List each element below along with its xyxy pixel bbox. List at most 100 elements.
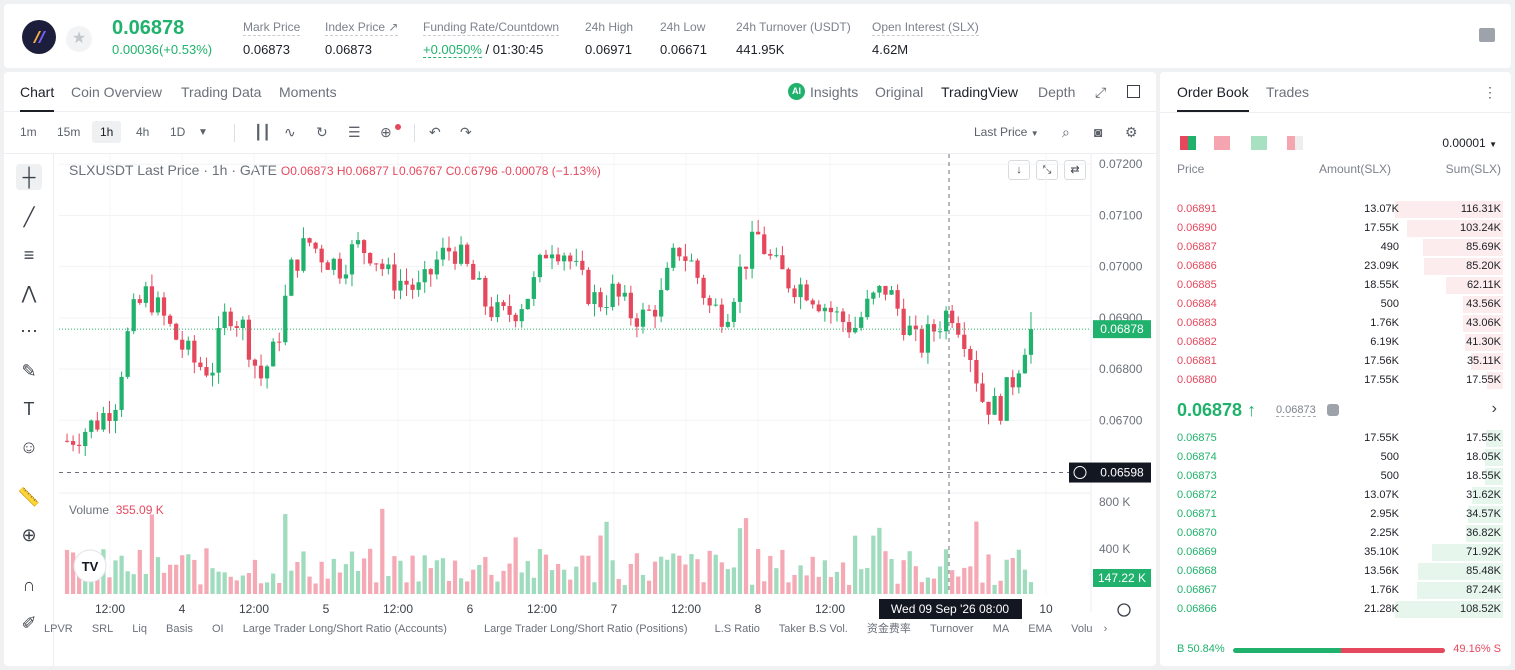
- indicator-taker-bs-vol[interactable]: Taker B.S Vol.: [778, 623, 848, 635]
- volume-bar: [568, 579, 573, 594]
- indicator-ema[interactable]: EMA: [1028, 623, 1053, 635]
- fullscreen-icon[interactable]: [1127, 85, 1140, 98]
- timeframe-15m[interactable]: 15m: [57, 125, 81, 139]
- camera-icon[interactable]: ◙: [1094, 124, 1103, 140]
- fib-lines-tool-icon[interactable]: ≡: [23, 245, 35, 265]
- candle-type-icon[interactable]: ┃┃: [254, 124, 271, 140]
- ruler-tool-icon[interactable]: 📏: [17, 487, 41, 507]
- ask-row[interactable]: 0.06886 23.09K 85.20K: [1160, 257, 1511, 276]
- ask-row[interactable]: 0.06880 17.55K 17.55K: [1160, 371, 1511, 390]
- chart-maximize-button[interactable]: ⇄: [1064, 160, 1086, 180]
- timeframe-4h[interactable]: 4h: [136, 125, 150, 139]
- tab-order-book[interactable]: Order Book: [1177, 84, 1249, 112]
- favorite-star-icon[interactable]: ★: [66, 26, 92, 52]
- view-mode-icon[interactable]: [1287, 136, 1303, 150]
- indicator-ls-ratio[interactable]: L.S Ratio: [714, 623, 760, 635]
- volume-bar: [1010, 558, 1015, 594]
- price-type-select[interactable]: Last Price ▼: [974, 125, 1039, 139]
- crosshair-tool-icon[interactable]: ┼: [16, 164, 42, 190]
- pattern-tool-icon[interactable]: ⋀: [21, 283, 37, 303]
- volume-bar: [943, 549, 949, 594]
- indicator-oi[interactable]: OI: [212, 623, 224, 635]
- candle-body: [404, 280, 409, 285]
- indicator-ltlsr-accounts[interactable]: Large Trader Long/Short Ratio (Accounts): [242, 623, 447, 635]
- undo-icon[interactable]: ↶: [429, 124, 441, 140]
- tab-trading-data[interactable]: Trading Data: [181, 84, 262, 100]
- indicator-ma[interactable]: MA: [992, 623, 1010, 635]
- magnet-tool-icon[interactable]: ∩: [22, 575, 36, 595]
- indicator-volume[interactable]: Volu: [1071, 623, 1093, 635]
- brush-tool-icon[interactable]: ✎: [21, 361, 37, 381]
- candle-body: [489, 306, 494, 318]
- templates-icon[interactable]: ☰: [348, 124, 361, 140]
- bid-row[interactable]: 0.06870 2.25K 36.82K: [1160, 524, 1511, 543]
- bid-row[interactable]: 0.06873 500 18.55K: [1160, 467, 1511, 486]
- timeframe-1m[interactable]: 1m: [20, 125, 37, 139]
- timeframe-1d[interactable]: 1D: [170, 125, 186, 139]
- ask-row[interactable]: 0.06887 490 85.69K: [1160, 238, 1511, 257]
- indicator-scroll-right-icon[interactable]: ›: [1103, 623, 1108, 635]
- bid-row[interactable]: 0.06872 13.07K 31.62K: [1160, 486, 1511, 505]
- bid-row[interactable]: 0.06867 1.76K 87.24K: [1160, 581, 1511, 600]
- bid-row[interactable]: 0.06875 17.55K 17.55K: [1160, 429, 1511, 448]
- timeframe-1h[interactable]: 1h: [92, 121, 122, 143]
- tab-original[interactable]: Original: [875, 84, 924, 100]
- bid-row[interactable]: 0.06874 500 18.05K: [1160, 448, 1511, 467]
- settings-gear-icon[interactable]: ⚙: [1125, 124, 1138, 140]
- notes-icon[interactable]: [1479, 28, 1495, 42]
- timeframe-dropdown-icon[interactable]: ▼: [198, 127, 208, 138]
- ask-row[interactable]: 0.06885 18.55K 62.11K: [1160, 276, 1511, 295]
- tab-coin-overview[interactable]: Coin Overview: [71, 84, 163, 100]
- prediction-tool-icon[interactable]: ⋯: [20, 321, 38, 341]
- redo-icon[interactable]: ↷: [460, 124, 472, 140]
- indicator-basis[interactable]: Basis: [166, 623, 193, 635]
- indicators-icon[interactable]: ∿: [284, 124, 296, 140]
- chevron-right-icon[interactable]: ›: [1491, 400, 1497, 417]
- lock-drawing-icon[interactable]: ✐: [21, 613, 37, 633]
- ask-row[interactable]: 0.06883 1.76K 43.06K: [1160, 314, 1511, 333]
- indicator-funding-rate[interactable]: 资金费率: [866, 623, 911, 635]
- indicator-turnover[interactable]: Turnover: [929, 623, 974, 635]
- ask-row[interactable]: 0.06882 6.19K 41.30K: [1160, 333, 1511, 352]
- more-menu-icon[interactable]: ⋮: [1483, 84, 1497, 100]
- candlestick-chart[interactable]: 0.072000.071000.070000.069000.068000.067…: [4, 72, 1156, 666]
- bid-row[interactable]: 0.06866 21.28K 108.52K: [1160, 600, 1511, 619]
- tab-depth[interactable]: Depth: [1038, 84, 1076, 100]
- ask-row[interactable]: 0.06890 17.55K 103.24K: [1160, 219, 1511, 238]
- bid-row[interactable]: 0.06871 2.95K 34.57K: [1160, 505, 1511, 524]
- chart-collapse-button[interactable]: ⤡: [1036, 160, 1058, 180]
- ask-row[interactable]: 0.06881 17.56K 35.11K: [1160, 352, 1511, 371]
- expand-icon[interactable]: ⤢: [1095, 84, 1107, 100]
- volume-bar: [519, 572, 524, 594]
- chart-down-button[interactable]: ↓: [1008, 160, 1030, 180]
- precision-select[interactable]: 0.00001 ▼: [1442, 136, 1497, 150]
- tab-insights[interactable]: Insights: [810, 84, 859, 100]
- volume-bar: [695, 559, 700, 594]
- ask-row[interactable]: 0.06891 13.07K 116.31K: [1160, 200, 1511, 219]
- indicator-ltlsr-positions[interactable]: Large Trader Long/Short Ratio (Positions…: [483, 623, 688, 635]
- trendline-tool-icon[interactable]: ╱: [23, 207, 35, 227]
- emoji-tool-icon[interactable]: ☺: [19, 437, 39, 457]
- volume-bar: [810, 556, 815, 594]
- bid-row[interactable]: 0.06868 13.56K 85.48K: [1160, 562, 1511, 581]
- text-tool-icon[interactable]: T: [23, 399, 35, 419]
- indicator-liq[interactable]: Liq: [132, 623, 147, 635]
- zoom-in-tool-icon[interactable]: ⊕: [21, 525, 37, 545]
- candle-body: [998, 396, 1003, 421]
- add-indicator-icon[interactable]: ⊕: [380, 124, 392, 140]
- replay-icon[interactable]: ↻: [316, 124, 328, 140]
- indicator-srl[interactable]: SRL: [91, 623, 114, 635]
- tab-tradingview[interactable]: TradingView: [941, 84, 1019, 100]
- view-asks-icon[interactable]: [1214, 136, 1230, 150]
- ask-row[interactable]: 0.06884 500 43.56K: [1160, 295, 1511, 314]
- stat-index-price[interactable]: Index Price ↗ 0.06873: [325, 20, 399, 57]
- indicator-lpvr[interactable]: LPVR: [44, 623, 73, 635]
- search-icon[interactable]: ⌕: [1062, 124, 1070, 140]
- tab-trades[interactable]: Trades: [1266, 84, 1310, 100]
- view-bids-icon[interactable]: [1251, 136, 1267, 150]
- view-both-icon[interactable]: [1180, 136, 1196, 150]
- bid-row[interactable]: 0.06869 35.10K 71.92K: [1160, 543, 1511, 562]
- tab-moments[interactable]: Moments: [279, 84, 337, 100]
- volume-bar: [513, 537, 518, 594]
- tab-chart[interactable]: Chart: [20, 84, 55, 112]
